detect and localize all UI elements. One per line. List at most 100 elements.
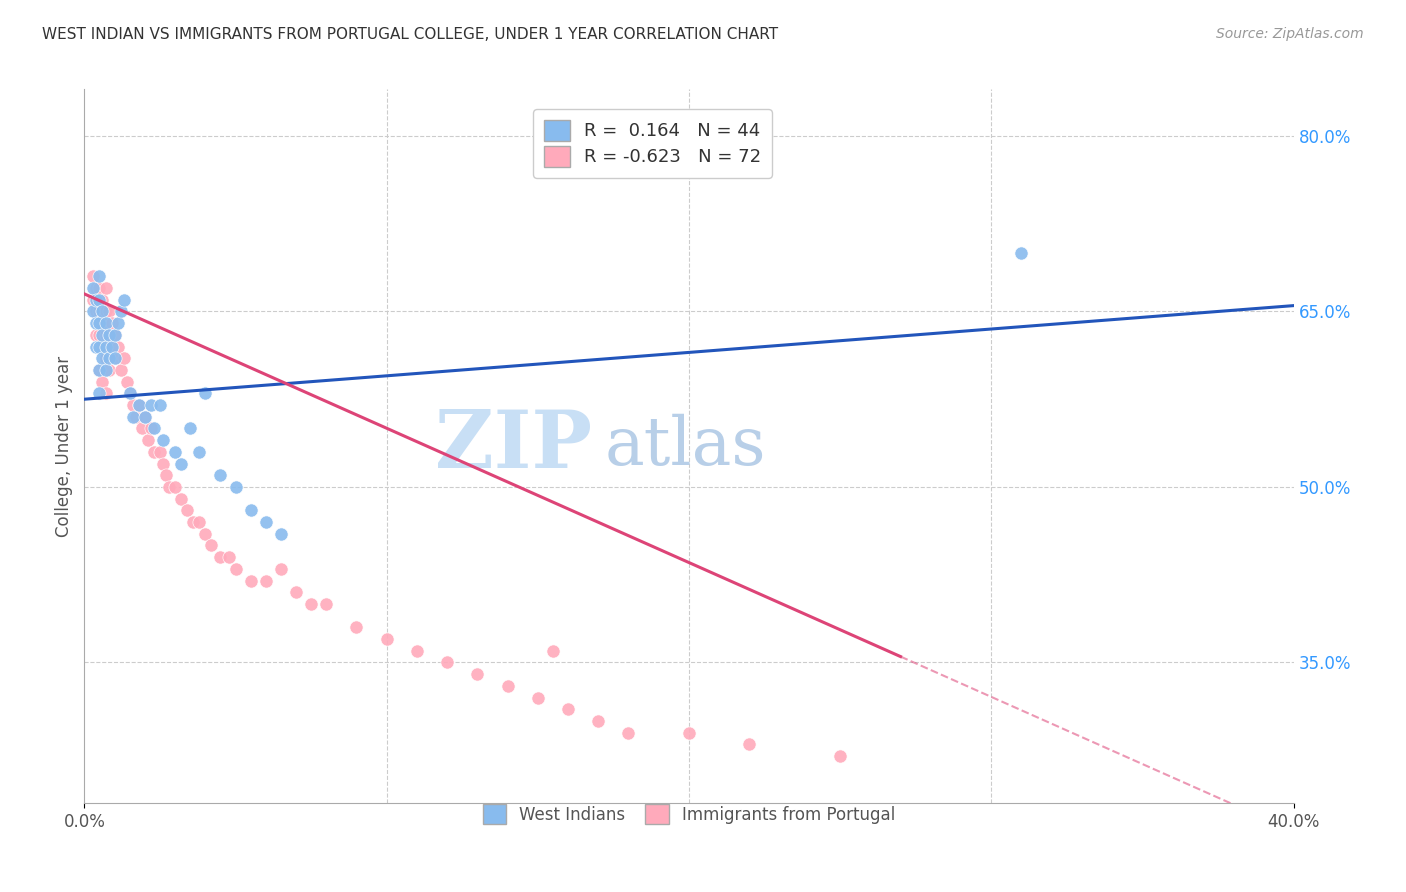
Point — [89, 327, 111, 342]
Point — [94, 340, 117, 354]
Point — [86, 340, 108, 354]
Point — [104, 351, 127, 366]
Point — [142, 421, 165, 435]
Text: atlas: atlas — [605, 413, 766, 479]
Point — [165, 445, 187, 459]
Point — [86, 293, 108, 307]
Point — [89, 269, 111, 284]
Point — [142, 445, 165, 459]
Point — [152, 433, 174, 447]
Point — [194, 526, 217, 541]
Point — [179, 421, 201, 435]
Point — [136, 433, 159, 447]
Point — [128, 398, 150, 412]
Point — [588, 714, 610, 728]
Point — [107, 340, 129, 354]
Point — [104, 327, 127, 342]
Point — [91, 340, 114, 354]
Point — [97, 327, 120, 342]
Point — [139, 421, 162, 435]
Point — [97, 304, 120, 318]
Point — [89, 363, 111, 377]
Point — [94, 281, 117, 295]
Point — [82, 293, 104, 307]
Text: WEST INDIAN VS IMMIGRANTS FROM PORTUGAL COLLEGE, UNDER 1 YEAR CORRELATION CHART: WEST INDIAN VS IMMIGRANTS FROM PORTUGAL … — [42, 27, 779, 42]
Point — [181, 515, 204, 529]
Point — [125, 409, 148, 424]
Point — [678, 725, 700, 739]
Point — [270, 526, 292, 541]
Text: Source: ZipAtlas.com: Source: ZipAtlas.com — [1216, 27, 1364, 41]
Point — [91, 375, 114, 389]
Point — [155, 468, 177, 483]
Point — [89, 363, 111, 377]
Point — [112, 293, 135, 307]
Point — [188, 445, 211, 459]
Point — [254, 515, 277, 529]
Point — [89, 386, 111, 401]
Point — [94, 316, 117, 330]
Point — [209, 468, 232, 483]
Point — [299, 597, 322, 611]
Y-axis label: College, Under 1 year: College, Under 1 year — [55, 355, 73, 537]
Point — [100, 340, 122, 354]
Text: ZIP: ZIP — [436, 407, 592, 485]
Legend: West Indians, Immigrants from Portugal: West Indians, Immigrants from Portugal — [472, 795, 905, 834]
Point — [94, 386, 117, 401]
Point — [89, 293, 111, 307]
Point — [218, 550, 240, 565]
Point — [86, 304, 108, 318]
Point — [285, 585, 308, 599]
Point — [239, 574, 262, 588]
Point — [436, 656, 458, 670]
Point — [239, 503, 262, 517]
Point — [91, 327, 114, 342]
Point — [346, 620, 368, 634]
Point — [104, 327, 127, 342]
Point — [118, 386, 141, 401]
Point — [209, 550, 232, 565]
Point — [170, 491, 193, 506]
Point — [86, 316, 108, 330]
Point — [110, 363, 132, 377]
Point — [94, 351, 117, 366]
Point — [1011, 246, 1033, 260]
Point — [375, 632, 398, 646]
Point — [91, 304, 114, 318]
Point — [225, 480, 247, 494]
Point — [89, 304, 111, 318]
Point — [82, 304, 104, 318]
Point — [134, 409, 156, 424]
Point — [254, 574, 277, 588]
Point — [115, 375, 138, 389]
Point — [406, 644, 429, 658]
Point — [270, 562, 292, 576]
Point — [188, 515, 211, 529]
Point — [200, 538, 222, 552]
Point — [91, 293, 114, 307]
Point — [830, 749, 852, 764]
Point — [91, 316, 114, 330]
Point — [134, 409, 156, 424]
Point — [131, 421, 153, 435]
Point — [89, 340, 111, 354]
Point — [97, 351, 120, 366]
Point — [128, 398, 150, 412]
Point — [121, 398, 143, 412]
Point — [194, 386, 217, 401]
Point — [557, 702, 579, 716]
Point — [104, 351, 127, 366]
Point — [89, 316, 111, 330]
Point — [94, 363, 117, 377]
Point — [496, 679, 519, 693]
Point — [527, 690, 550, 705]
Point — [89, 281, 111, 295]
Point — [97, 327, 120, 342]
Point — [149, 398, 172, 412]
Point — [170, 457, 193, 471]
Point — [94, 327, 117, 342]
Point — [541, 644, 564, 658]
Point — [152, 457, 174, 471]
Point — [139, 398, 162, 412]
Point — [176, 503, 198, 517]
